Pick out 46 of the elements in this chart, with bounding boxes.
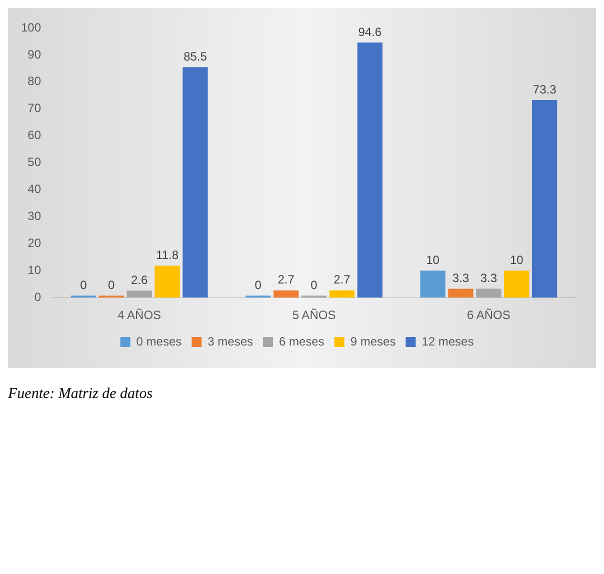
legend-label: 9 meses (350, 334, 396, 348)
y-tick-label: 40 (28, 182, 42, 196)
y-tick-label: 80 (28, 74, 42, 88)
source-note: Fuente: Matriz de datos (8, 386, 154, 403)
y-tick-label: 90 (28, 47, 42, 62)
x-tick-label: 6 AÑOS (466, 308, 510, 322)
y-tick-label: 100 (20, 20, 42, 34)
legend-label: 3 meses (208, 334, 253, 348)
bar (476, 288, 502, 298)
bar (273, 290, 299, 298)
bar (420, 270, 446, 298)
data-label: 85.5 (184, 49, 208, 64)
legend-label: 6 meses (278, 334, 324, 348)
data-label: 10 (426, 252, 440, 267)
bar (504, 270, 530, 298)
data-label: 3.3 (480, 271, 498, 286)
bar (532, 100, 558, 298)
x-tick-label: 5 AÑOS (292, 308, 336, 322)
bar (182, 67, 208, 298)
data-label: 73.3 (532, 82, 557, 96)
y-tick-label: 0 (34, 290, 42, 304)
legend-label: 12 meses (422, 334, 474, 348)
y-tick-label: 10 (28, 262, 42, 277)
bar (357, 42, 382, 298)
bar (329, 290, 355, 298)
data-label: 11.8 (156, 248, 179, 262)
y-tick-label: 20 (28, 236, 42, 250)
data-label: 10 (510, 252, 524, 267)
bar (448, 288, 474, 298)
bar (126, 290, 152, 298)
legend-label: 0 meses (136, 334, 182, 348)
data-label: 2.7 (334, 272, 351, 287)
data-label: 0 (108, 278, 116, 292)
y-tick-label: 30 (28, 209, 42, 224)
y-tick-label: 70 (28, 101, 42, 116)
data-label: 2.6 (131, 272, 148, 287)
data-label: 3.3 (452, 271, 470, 286)
data-label: 0 (310, 278, 318, 292)
y-tick-label: 60 (28, 128, 42, 142)
data-label: 0 (254, 278, 262, 292)
x-tick-label: 4 AÑOS (118, 308, 162, 322)
bar (154, 266, 180, 298)
data-label: 94.6 (358, 24, 382, 39)
data-label: 0 (80, 278, 88, 292)
data-label: 2.7 (278, 272, 295, 287)
y-tick-label: 50 (28, 155, 42, 170)
